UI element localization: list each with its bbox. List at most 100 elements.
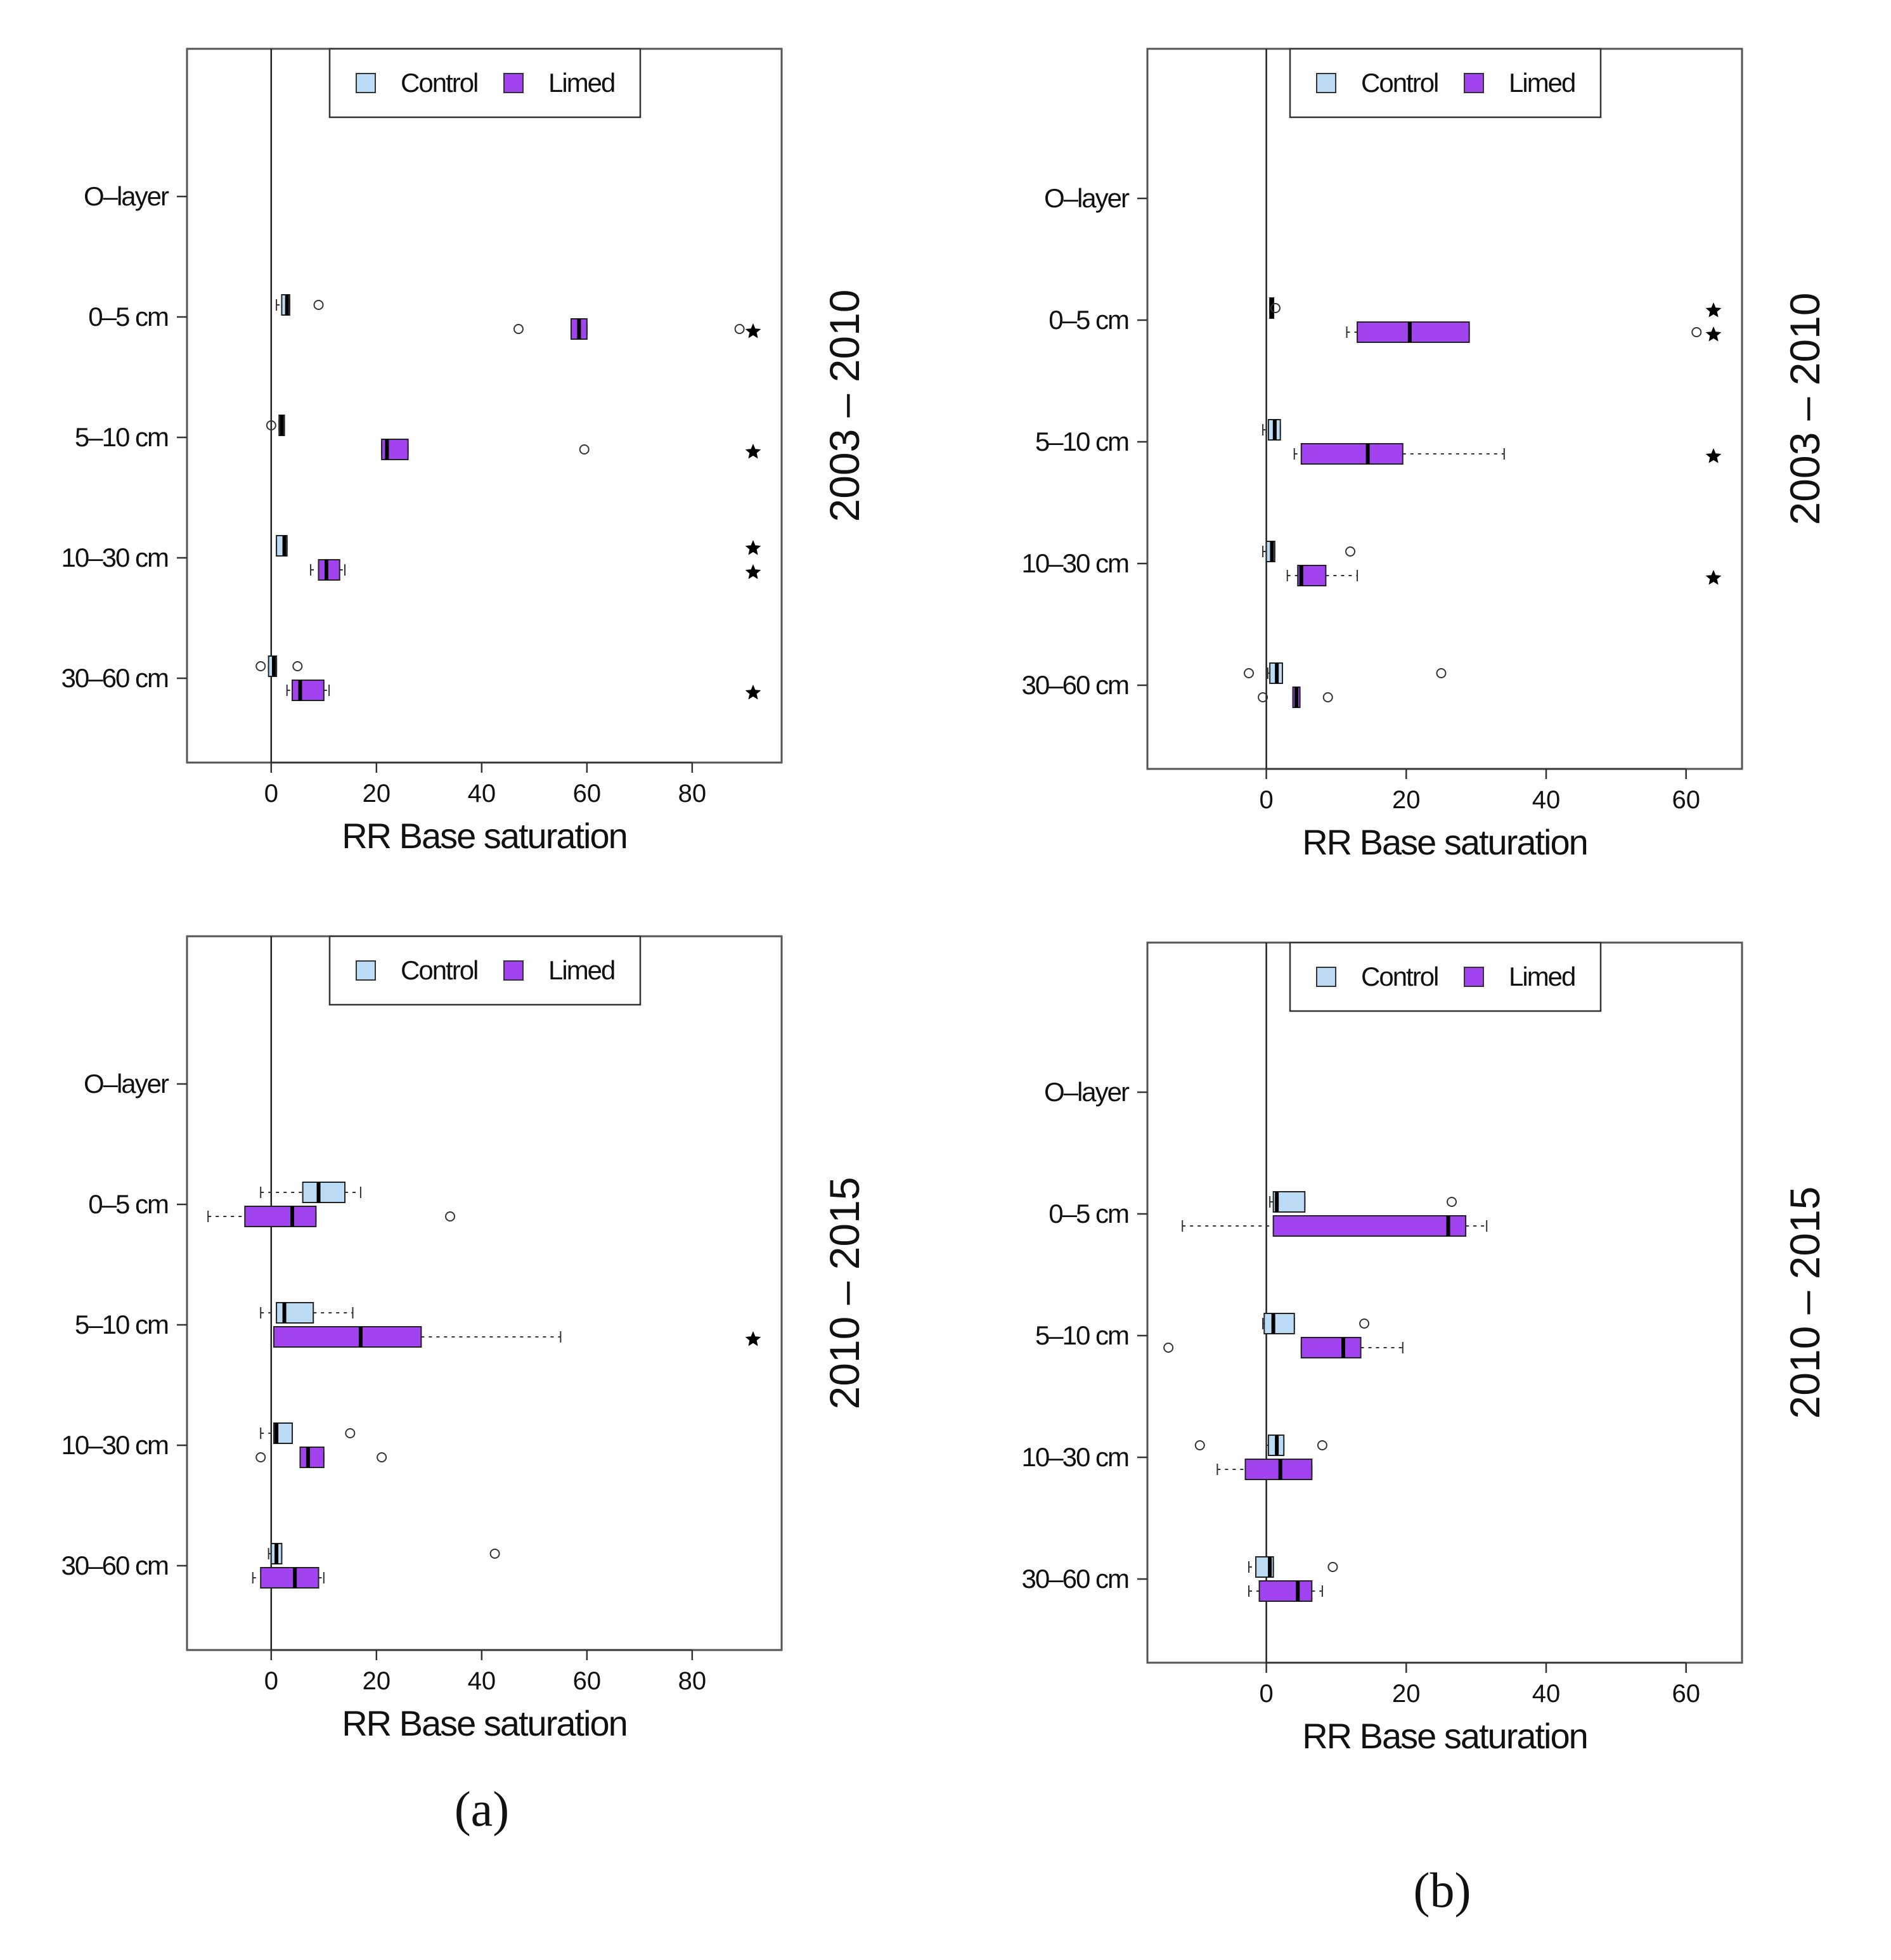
chart-2-category-label: O–layer [1044, 183, 1130, 213]
chart-4-category-label: 5–10 cm [1035, 1320, 1128, 1350]
chart-1-box-limed [292, 680, 325, 701]
chart-3-x-tick-label: 40 [468, 1667, 496, 1695]
chart-3-category-label: 30–60 cm [61, 1551, 168, 1580]
chart-1-significance-star-control [745, 540, 761, 555]
chart-2-period-label: 2003 – 2010 [1781, 292, 1828, 525]
chart-3-box-limed [244, 1206, 317, 1227]
chart-4-outlier-limed [1163, 1343, 1174, 1353]
chart-3-outlier-limed [445, 1211, 456, 1222]
chart-3-legend-swatch-limed [503, 960, 524, 981]
chart-1-outlier-control [292, 661, 303, 671]
chart-1-outlier-limed [734, 324, 745, 334]
chart-1-outlier-control [266, 420, 276, 430]
chart-1-x-tick-label: 80 [678, 780, 707, 808]
chart-3-box-control [276, 1302, 314, 1324]
chart-3-box-limed [299, 1447, 325, 1468]
chart-4-x-tick-label: 40 [1532, 1680, 1561, 1708]
chart-1-legend-label-limed: Limed [548, 68, 614, 98]
chart-3-legend-swatch-control [356, 960, 376, 981]
chart-3-category-label: O–layer [84, 1069, 169, 1099]
chart-3-legend-label-control: Control [401, 955, 477, 985]
chart-1-significance-star-limed [745, 323, 761, 338]
chart-4-period-label: 2010 – 2015 [1781, 1186, 1828, 1419]
chart-2-outlier-control [1436, 668, 1447, 678]
chart-4-outlier-control [1447, 1197, 1457, 1207]
chart-2-category-label: 30–60 cm [1022, 670, 1128, 700]
chart-2-significance-star-control [1705, 302, 1722, 318]
chart-2-significance-star-limed [1705, 570, 1722, 585]
chart-4-outlier-control [1194, 1440, 1205, 1450]
chart-4-plot-frame [1146, 941, 1743, 1664]
chart-1-x-axis-label: RR Base saturation [342, 816, 627, 856]
chart-4-legend-swatch-control [1316, 967, 1336, 987]
chart-2-legend-swatch-limed [1464, 73, 1484, 93]
chart-4-category-label: O–layer [1044, 1077, 1130, 1107]
chart-4-legend-box [1289, 941, 1602, 1012]
chart-3-x-axis-label: RR Base saturation [342, 1703, 627, 1743]
chart-4-outlier-control [1327, 1562, 1338, 1572]
chart-1-period-label: 2003 – 2010 [821, 289, 868, 522]
chart-2-legend-label-limed: Limed [1509, 68, 1575, 98]
chart-2-box-limed [1357, 321, 1470, 343]
chart-1-significance-star-limed [745, 444, 761, 459]
chart-1-legend-swatch-control [356, 73, 376, 93]
chart-2-category-label: 5–10 cm [1035, 427, 1128, 456]
chart-3-box-limed [260, 1567, 319, 1589]
chart-2-x-tick-label: 20 [1392, 786, 1421, 814]
chart-2-box-limed [1300, 443, 1404, 465]
chart-2-outlier-limed [1691, 327, 1702, 337]
chart-1-box-limed [318, 559, 340, 581]
chart-4-outlier-control [1359, 1318, 1370, 1329]
chart-4-x-tick-label: 20 [1392, 1680, 1421, 1708]
chart-2-x-axis-label: RR Base saturation [1302, 822, 1587, 862]
chart-2-outlier-control [1244, 668, 1255, 678]
chart-3-x-tick-label: 80 [678, 1667, 707, 1695]
chart-1-outlier-control [255, 661, 266, 671]
chart-1-x-tick-label: 60 [573, 780, 602, 808]
chart-1-legend-label-control: Control [401, 68, 477, 98]
chart-1-category-label: 0–5 cm [88, 302, 168, 332]
chart-4-category-label: 10–30 cm [1022, 1442, 1128, 1472]
chart-4-box-control [1263, 1313, 1295, 1334]
chart-1-x-tick-label: 0 [264, 780, 278, 808]
chart-4-outlier-control [1317, 1440, 1327, 1450]
chart-1-category-label: 30–60 cm [61, 663, 168, 693]
chart-4-box-limed [1258, 1580, 1313, 1602]
chart-4-category-label: 0–5 cm [1049, 1199, 1128, 1228]
chart-4-x-axis-label: RR Base saturation [1302, 1716, 1587, 1756]
chart-4-x-tick-label: 60 [1672, 1680, 1700, 1708]
chart-2-outlier-control [1270, 303, 1281, 313]
chart-3-box-control [302, 1182, 346, 1203]
chart-1-outlier-control [313, 300, 324, 310]
chart-3-significance-star-limed [745, 1331, 761, 1346]
chart-2-x-tick-label: 40 [1532, 786, 1561, 814]
chart-1-outlier-limed [579, 444, 590, 455]
chart-4-box-limed [1272, 1215, 1467, 1237]
chart-3-x-tick-label: 20 [363, 1667, 391, 1695]
chart-3-box-limed [273, 1326, 422, 1348]
chart-1-category-label: 10–30 cm [61, 543, 168, 572]
chart-3-outlier-control [489, 1549, 500, 1559]
chart-2-outlier-control [1345, 546, 1356, 557]
chart-4-category-label: 30–60 cm [1022, 1564, 1128, 1594]
chart-2-outlier-limed [1322, 692, 1333, 702]
chart-4-legend-swatch-limed [1464, 967, 1484, 987]
chart-1-significance-star-limed [745, 685, 761, 700]
panel-label-a: (a) [455, 1781, 510, 1836]
chart-3-category-label: 0–5 cm [88, 1189, 168, 1219]
chart-4-box-limed [1300, 1337, 1362, 1358]
chart-1-outlier-limed [513, 324, 524, 334]
chart-2-significance-star-limed [1705, 448, 1722, 463]
chart-4-legend-label-control: Control [1361, 962, 1438, 991]
chart-2-x-tick-label: 60 [1672, 786, 1700, 814]
chart-4-x-tick-label: 0 [1259, 1680, 1273, 1708]
chart-3-category-label: 10–30 cm [61, 1430, 168, 1460]
chart-3-category-label: 5–10 cm [75, 1310, 168, 1339]
chart-3-outlier-limed [377, 1452, 387, 1462]
chart-1-legend-box [328, 48, 642, 119]
chart-2-x-tick-label: 0 [1259, 786, 1273, 814]
chart-2-significance-star-limed [1705, 326, 1722, 342]
chart-3-x-tick-label: 0 [264, 1667, 278, 1695]
chart-2-legend-label-control: Control [1361, 68, 1438, 98]
